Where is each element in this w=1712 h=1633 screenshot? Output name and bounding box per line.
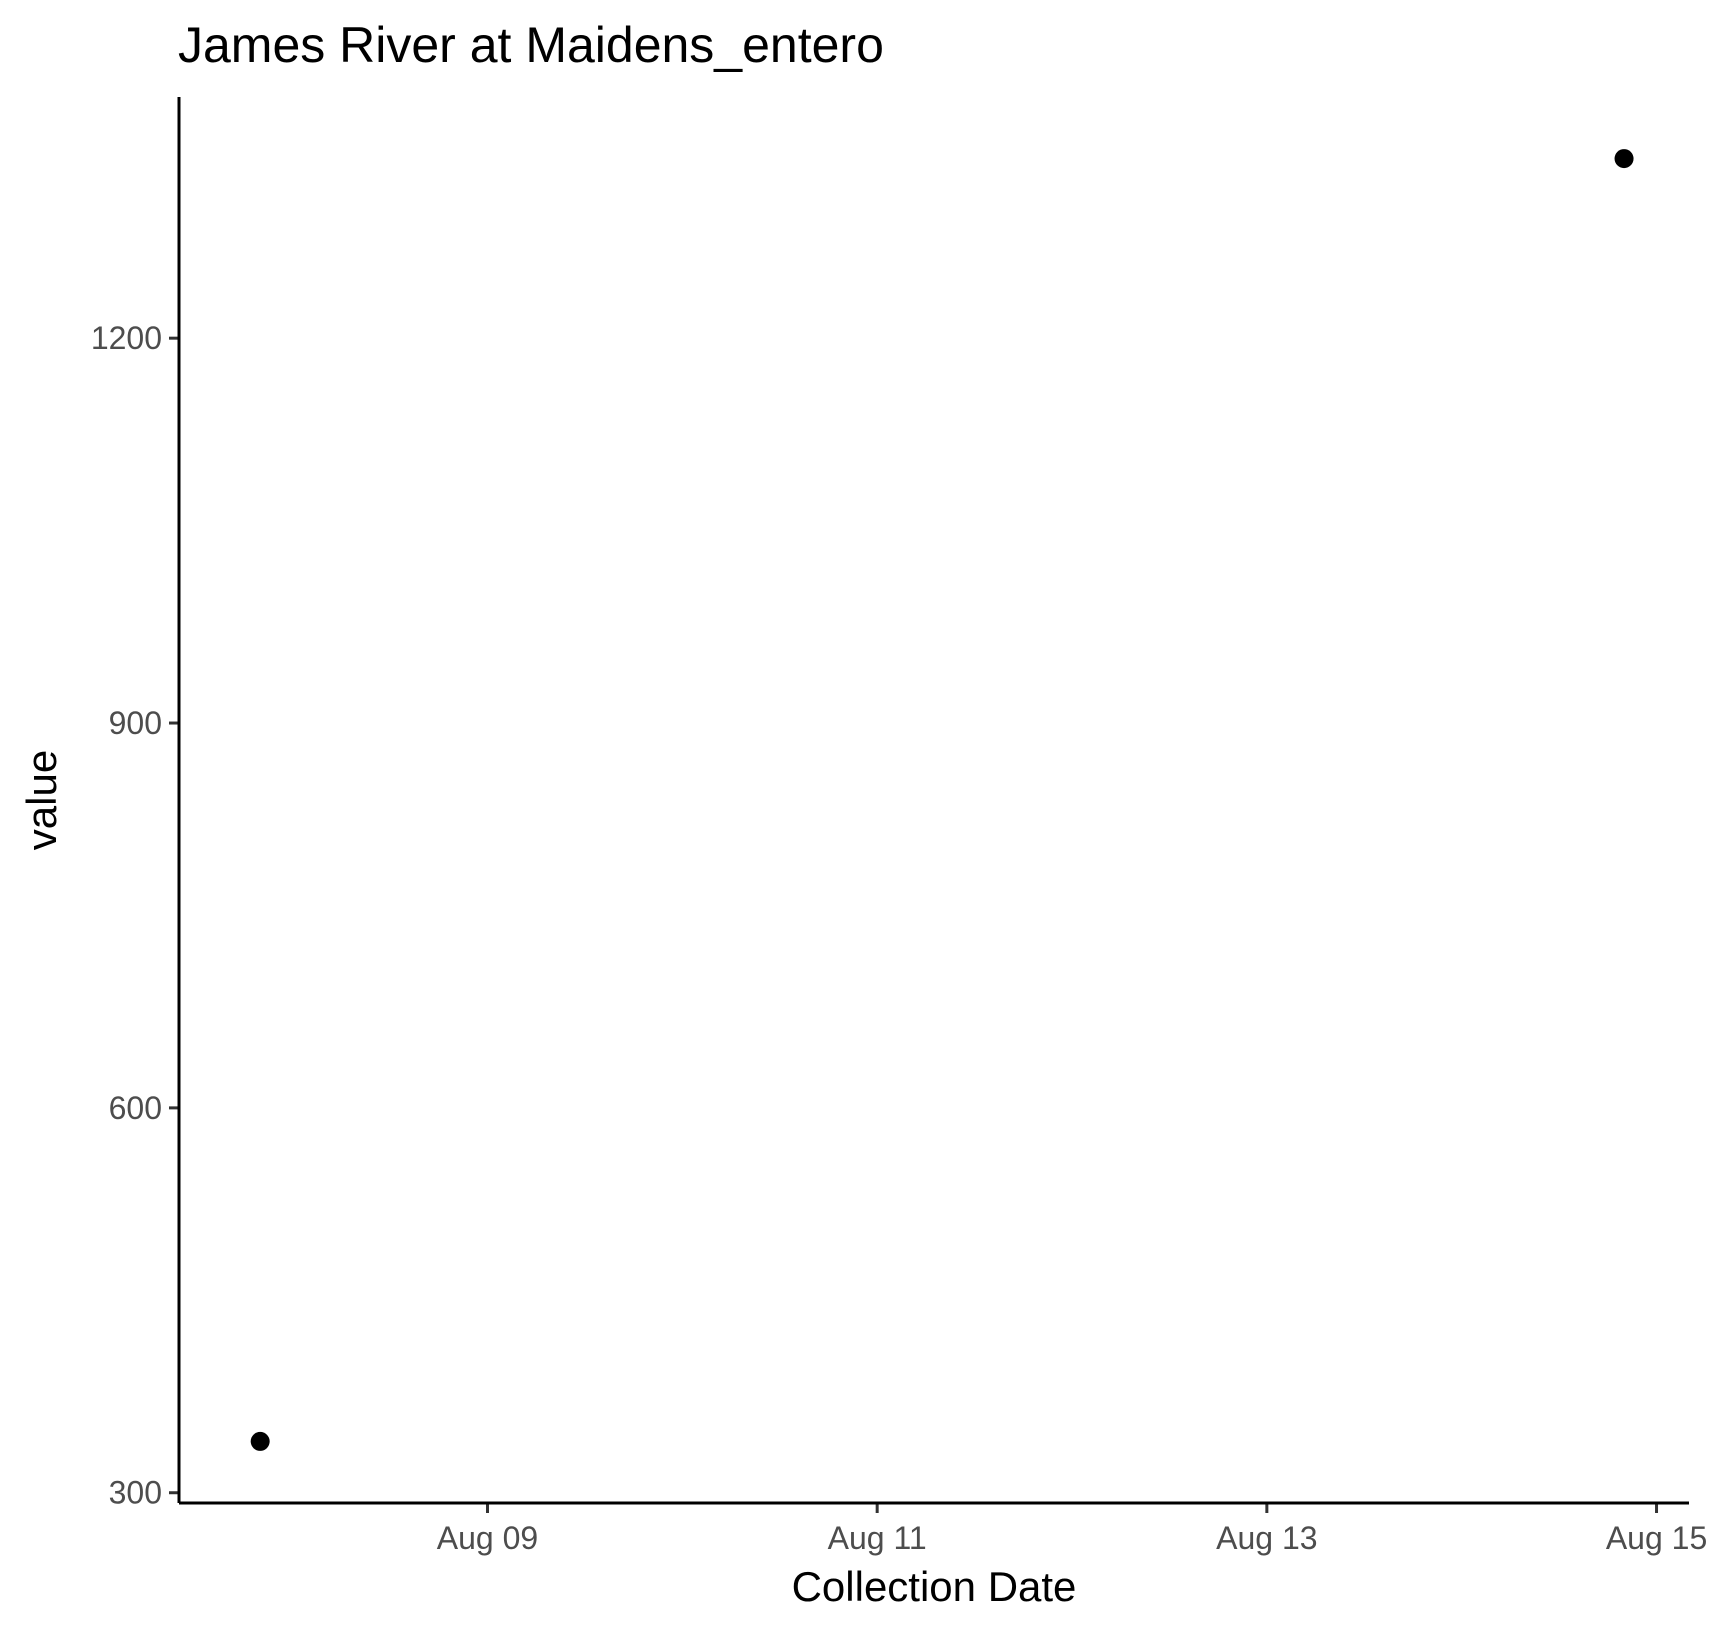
y-tick-label: 600 [109,1090,162,1126]
x-axis-title: Collection Date [792,1563,1077,1610]
y-tick-label: 300 [109,1475,162,1511]
x-tick-label: Aug 09 [437,1520,538,1556]
data-point [1614,149,1634,169]
y-axis-ticks: 300 600 900 1200 [91,320,179,1511]
chart-title: James River at Maidens_entero [178,17,884,73]
x-axis-ticks: Aug 09 Aug 11 Aug 13 Aug 15 [437,1503,1707,1556]
y-tick-label: 1200 [91,320,162,356]
x-tick-label: Aug 15 [1606,1520,1707,1556]
y-tick-label: 900 [109,705,162,741]
y-axis-title: value [18,750,65,850]
x-tick-label: Aug 11 [828,1520,927,1556]
data-point [250,1431,270,1451]
data-points [250,149,1634,1451]
x-tick-label: Aug 13 [1216,1520,1317,1556]
